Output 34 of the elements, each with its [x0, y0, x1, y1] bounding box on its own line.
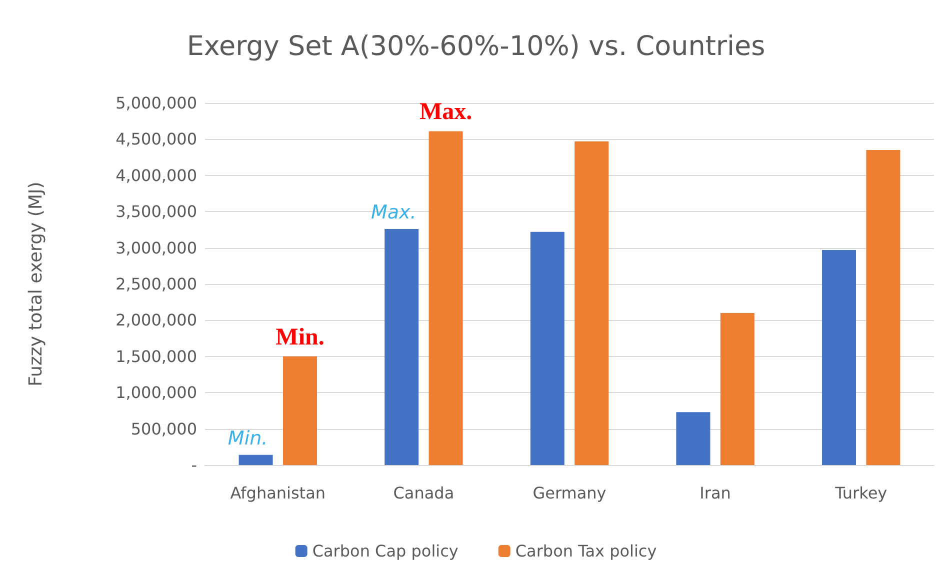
- y-tick-label: 1,000,000: [116, 383, 197, 402]
- y-tick-label: 3,500,000: [116, 202, 197, 222]
- bar: [574, 141, 609, 465]
- y-tick-label: 4,500,000: [116, 130, 197, 149]
- y-axis-title: Fuzzy total exergy (MJ): [26, 182, 46, 386]
- y-tick-label: 500,000: [130, 419, 197, 438]
- bar: [822, 250, 856, 465]
- x-tick-label: Turkey: [834, 484, 888, 502]
- bar: [676, 412, 710, 465]
- bar: [428, 131, 463, 465]
- bar: [283, 356, 317, 465]
- x-tick-label: Germany: [532, 484, 606, 502]
- bar: [530, 232, 564, 465]
- y-tick-label: -: [191, 456, 197, 474]
- y-tick-label: 1,500,000: [116, 346, 197, 366]
- annotation: Max.: [419, 99, 472, 126]
- bar: [866, 150, 900, 465]
- legend-label: Carbon Cap policy: [312, 542, 458, 560]
- y-tick-label: 4,000,000: [116, 166, 197, 185]
- annotation: Min.: [276, 324, 324, 350]
- chart-title: Exergy Set A(30%-60%-10%) vs. Countries: [186, 31, 766, 62]
- y-tick-label: 2,500,000: [116, 274, 197, 294]
- annotation: Max.: [370, 201, 416, 224]
- legend-label: Carbon Tax policy: [515, 542, 657, 560]
- y-tick-label: 3,000,000: [116, 238, 197, 258]
- x-tick-label: Afghanistan: [230, 484, 326, 502]
- annotation: Min.: [228, 427, 268, 450]
- y-tick-label: 2,000,000: [116, 310, 197, 330]
- bar: [238, 454, 273, 465]
- bar: [720, 312, 754, 465]
- x-tick-label: Canada: [393, 484, 454, 502]
- y-tick-label: 5,000,000: [116, 94, 197, 112]
- x-tick-label: Iran: [700, 484, 731, 502]
- bar: [384, 228, 419, 465]
